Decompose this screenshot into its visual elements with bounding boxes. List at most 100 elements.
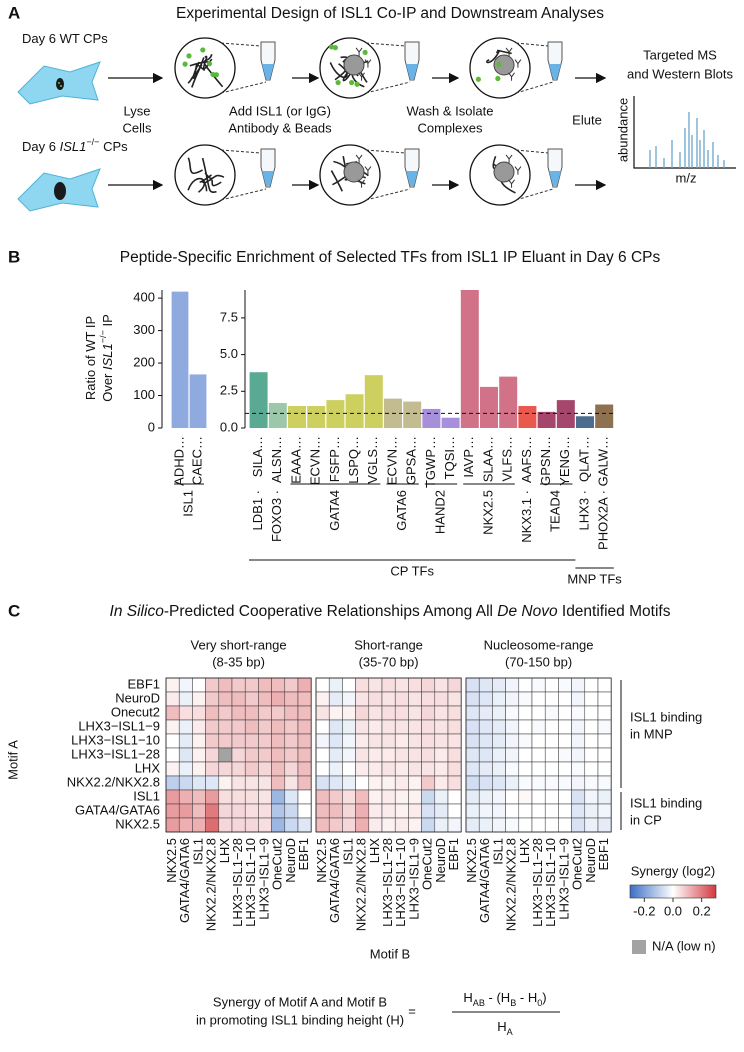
heatmap-cell — [381, 747, 396, 763]
heatmap-cell — [178, 691, 193, 707]
panel-label: B — [8, 247, 20, 266]
class-label: CP TFs — [390, 563, 434, 578]
heatmap-cell — [205, 747, 220, 763]
peptide-label: EAAA… — [288, 436, 303, 484]
formula-numerator: HAB - (HB - H0) — [463, 990, 546, 1008]
heatmap-cell — [284, 817, 299, 833]
chromatin — [486, 49, 501, 64]
bead — [493, 54, 515, 76]
heatmap-cell — [271, 817, 286, 833]
tube-liquid — [262, 171, 274, 186]
peptide-label: GPSA… — [404, 436, 419, 485]
peptide-label: YENG… — [557, 436, 572, 486]
bar — [268, 403, 287, 428]
heatmap-cell — [342, 789, 356, 805]
chart-title: Peptide-Specific Enrichment of Selected … — [120, 249, 661, 266]
heatmap-cell — [408, 719, 422, 735]
heatmap-cell — [478, 803, 493, 819]
class-label: MNP TFs — [567, 571, 622, 586]
bar — [345, 394, 364, 428]
protein-label: NKX3.1 · — [519, 490, 534, 543]
heatmap-cell — [465, 705, 480, 721]
heatmap-cell — [218, 747, 233, 763]
y-tick-label: 200 — [133, 354, 155, 369]
heatmap-cell — [368, 789, 383, 805]
heatmap-cell — [544, 677, 559, 693]
row-label: LHX3−ISL1−28 — [71, 746, 160, 761]
heatmap-cell — [571, 803, 586, 819]
row-label: NKX2.5 — [115, 816, 160, 831]
heatmap-cell — [315, 677, 330, 693]
heatmap-cell — [231, 817, 246, 833]
isl1-protein — [206, 61, 213, 67]
heatmap-cell — [231, 677, 246, 693]
text-part: Day 6 WT CPs — [22, 31, 108, 46]
heatmap-cell — [518, 677, 533, 693]
heatmap-cell — [465, 761, 480, 777]
antibody — [508, 72, 515, 81]
heatmap-cell — [315, 803, 330, 819]
row-label: LHX — [135, 760, 161, 775]
heatmap-cell — [342, 705, 356, 721]
heatmap-cell — [297, 677, 312, 693]
peptide-label: GALW… — [596, 436, 611, 486]
heatmap-cell — [394, 705, 409, 721]
peptide-label: FSFP… — [327, 436, 342, 482]
heatmap-cell — [478, 705, 493, 721]
heatmap-cell — [368, 705, 383, 721]
axis-label: m/z — [676, 170, 697, 185]
heatmap-cell — [505, 761, 520, 777]
protein-label: ISL1 — [180, 490, 195, 517]
heatmap-cell — [218, 733, 233, 749]
heatmap-cell — [244, 733, 259, 749]
heatmap-cell — [178, 705, 193, 721]
heatmap-cell — [531, 775, 546, 791]
heatmap-cell — [408, 733, 422, 749]
heatmap-cell — [368, 747, 383, 763]
heatmap-cell — [558, 719, 572, 735]
heatmap-cell — [328, 691, 343, 707]
chromatin — [187, 177, 206, 193]
peptide-label: IAVP… — [461, 436, 476, 478]
heatmap-cell — [544, 761, 559, 777]
heatmap-cell — [328, 761, 343, 777]
heatmap-cell — [492, 789, 506, 805]
heatmap-cell — [597, 747, 612, 763]
sample-label: Day 6 WT CPs — [22, 31, 108, 46]
text-part: IP — [100, 314, 115, 330]
isl1-protein — [186, 53, 192, 59]
heatmap-cell — [165, 775, 180, 791]
y-tick-label: 5.0 — [220, 346, 238, 361]
heatmap-cell — [408, 705, 422, 721]
heatmap-cell — [544, 789, 559, 805]
heatmap-cell — [394, 677, 409, 693]
heatmap-cell — [342, 677, 356, 693]
column-label: EBF1 — [596, 838, 611, 871]
row-group-label: ISL1 binding — [630, 709, 702, 724]
heatmap-cell — [368, 719, 383, 735]
heatmap-cell — [258, 789, 272, 805]
heatmap-cell — [192, 733, 206, 749]
heatmap-cell — [492, 817, 506, 833]
heatmap-cell — [518, 719, 533, 735]
heatmap-cell — [492, 803, 506, 819]
heatmap-cell — [381, 789, 396, 805]
heatmap-cell — [315, 775, 330, 791]
heatmap-cell — [271, 719, 286, 735]
zoom-line — [365, 81, 411, 94]
heatmap-cell — [244, 775, 259, 791]
readout-label: Targeted MS — [643, 47, 717, 62]
heatmap-cell — [284, 747, 299, 763]
heatmap-cell — [244, 719, 259, 735]
bar — [288, 405, 306, 428]
heatmap-cell — [505, 817, 520, 833]
bar — [326, 400, 345, 428]
heatmap-cell — [328, 817, 343, 833]
column-label: GATA4/GATA6 — [177, 838, 192, 923]
heatmap-cell — [284, 775, 299, 791]
heatmap-cell — [478, 733, 493, 749]
heatmap-cell — [492, 747, 506, 763]
chart-title: In Silico-Predicted Cooperative Relation… — [110, 603, 671, 620]
heatmap-cell — [328, 677, 343, 693]
heatmap-cell — [231, 775, 246, 791]
